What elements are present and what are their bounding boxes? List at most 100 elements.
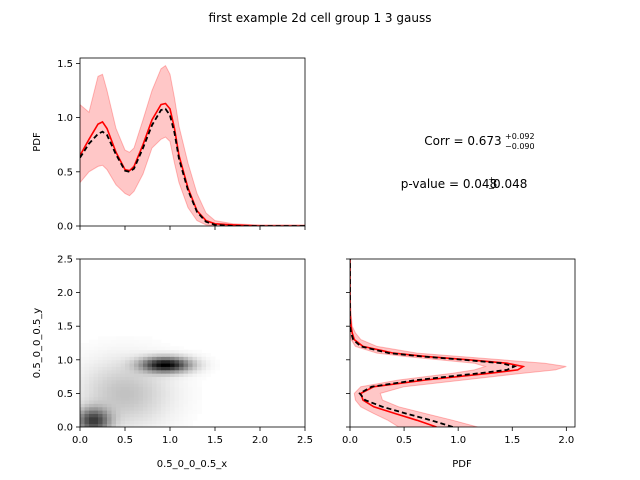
heatmap-cell xyxy=(85,417,90,421)
heatmap-cell xyxy=(184,380,189,384)
heatmap-cell xyxy=(112,340,117,344)
heatmap-cell xyxy=(197,350,202,354)
heatmap-cell xyxy=(197,390,202,394)
heatmap-cell xyxy=(125,393,130,397)
heatmap-cell xyxy=(85,373,90,377)
heatmap-cell xyxy=(121,370,126,374)
heatmap-cell xyxy=(202,373,207,377)
heatmap-cell xyxy=(121,393,126,397)
heatmap-cell xyxy=(94,373,99,377)
heatmap-cell xyxy=(175,370,180,374)
heatmap-cell xyxy=(112,336,117,340)
heatmap-cell xyxy=(184,400,189,404)
heatmap-cell xyxy=(188,414,193,418)
heatmap-cell xyxy=(130,380,135,384)
heatmap-cell xyxy=(130,356,135,360)
heatmap-cell xyxy=(188,400,193,404)
heatmap-cell xyxy=(161,360,166,364)
heatmap-cell xyxy=(143,380,148,384)
heatmap-cell xyxy=(130,417,135,421)
heatmap-cell xyxy=(161,370,166,374)
heatmap-cell xyxy=(116,380,121,384)
heatmap-cell xyxy=(130,363,135,367)
heatmap-cell xyxy=(175,400,180,404)
heatmap-cell xyxy=(148,336,153,340)
heatmap-cell xyxy=(121,397,126,401)
heatmap-cell xyxy=(116,350,121,354)
heatmap-cell xyxy=(130,343,135,347)
joint-ytick-label: 2.5 xyxy=(57,255,73,266)
heatmap-cell xyxy=(139,373,144,377)
heatmap-cell xyxy=(184,387,189,391)
heatmap-cell xyxy=(202,353,207,357)
heatmap-cell xyxy=(202,367,207,371)
heatmap-cell xyxy=(103,350,108,354)
heatmap-cell xyxy=(166,383,171,387)
heatmap-cell xyxy=(184,417,189,421)
heatmap-cell xyxy=(152,387,157,391)
heatmap-cell xyxy=(188,420,193,424)
heatmap-cell xyxy=(161,383,166,387)
heatmap-cell xyxy=(139,417,144,421)
heatmap-cell xyxy=(202,370,207,374)
heatmap-cell xyxy=(170,373,175,377)
heatmap-cell xyxy=(89,350,94,354)
heatmap-cell xyxy=(80,373,85,377)
heatmap-cell xyxy=(134,370,139,374)
heatmap-cell xyxy=(98,393,103,397)
heatmap-cell xyxy=(175,380,180,384)
heatmap-cell xyxy=(130,340,135,344)
heatmap-cell xyxy=(170,387,175,391)
heatmap-cell xyxy=(112,420,117,424)
marginal-y-xtick-label: 0.5 xyxy=(396,435,412,446)
heatmap-cell xyxy=(107,346,112,350)
heatmap-cell xyxy=(166,417,171,421)
heatmap-cell xyxy=(148,420,153,424)
heatmap-cell xyxy=(148,343,153,347)
heatmap-cell xyxy=(170,420,175,424)
heatmap-cell xyxy=(152,414,157,418)
joint-panel: 0.0 0.5 1.0 1.5 2.0 2.50.00.51.01.52.02.5 0.5… xyxy=(32,255,313,471)
heatmap-cell xyxy=(134,420,139,424)
heatmap-cell xyxy=(143,403,148,407)
heatmap-cell xyxy=(152,417,157,421)
heatmap-cell xyxy=(89,393,94,397)
heatmap-cell xyxy=(98,410,103,414)
marginal-x-ytick-label: 1.5 xyxy=(57,59,73,70)
heatmap-cell xyxy=(139,350,144,354)
heatmap-cell xyxy=(80,397,85,401)
heatmap-cell xyxy=(80,400,85,404)
heatmap-cell xyxy=(166,390,171,394)
heatmap-cell xyxy=(179,377,184,381)
heatmap-cell xyxy=(157,410,162,414)
heatmap-cell xyxy=(170,414,175,418)
heatmap-cell xyxy=(121,407,126,411)
heatmap-cell xyxy=(193,367,198,371)
heatmap-cell xyxy=(85,370,90,374)
heatmap-cell xyxy=(116,420,121,424)
heatmap-cell xyxy=(89,403,94,407)
heatmap-cell xyxy=(143,373,148,377)
heatmap-cell xyxy=(166,407,171,411)
heatmap-cell xyxy=(139,363,144,367)
heatmap-cell xyxy=(85,410,90,414)
heatmap-cell xyxy=(148,380,153,384)
heatmap-cell xyxy=(107,420,112,424)
heatmap-cell xyxy=(134,407,139,411)
heatmap-cell xyxy=(89,356,94,360)
heatmap-cell xyxy=(166,420,171,424)
heatmap-cell xyxy=(152,343,157,347)
heatmap-cell xyxy=(134,360,139,364)
heatmap-cell xyxy=(143,397,148,401)
heatmap-cell xyxy=(143,353,148,357)
heatmap-cell xyxy=(85,383,90,387)
heatmap-cell xyxy=(139,397,144,401)
heatmap-cell xyxy=(107,393,112,397)
heatmap-cell xyxy=(170,360,175,364)
heatmap-cell xyxy=(143,360,148,364)
heatmap-cell xyxy=(103,340,108,344)
heatmap-cell xyxy=(107,367,112,371)
heatmap-cell xyxy=(116,393,121,397)
heatmap-cell xyxy=(134,383,139,387)
heatmap-cell xyxy=(148,383,153,387)
